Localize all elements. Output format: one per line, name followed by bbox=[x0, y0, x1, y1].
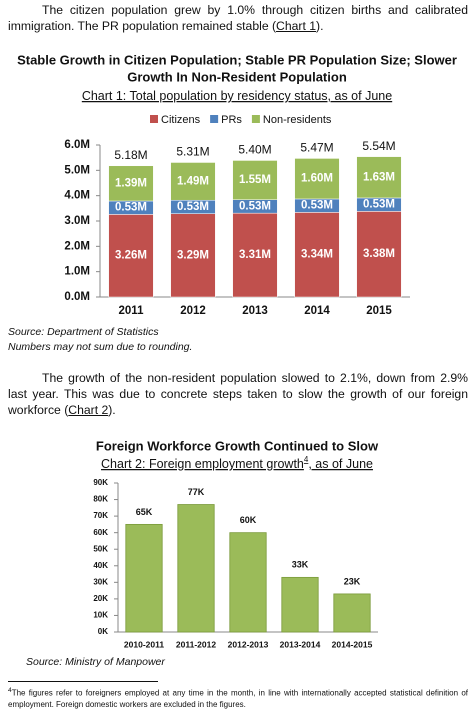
y-tick-label: 80K bbox=[93, 495, 108, 504]
bar bbox=[125, 523, 163, 633]
subtitle-text: Chart 1: Total population by residency s… bbox=[82, 89, 392, 103]
x-tick-label: 2015 bbox=[366, 305, 392, 317]
x-tick-label: 2014 bbox=[304, 305, 330, 317]
value-label: 3.29M bbox=[177, 249, 209, 261]
value-label: 65K bbox=[136, 507, 153, 517]
value-label: 3.38M bbox=[363, 248, 395, 260]
chart-subtitle: Chart 1: Total population by residency s… bbox=[82, 89, 392, 103]
legend-swatch bbox=[150, 115, 158, 123]
bar-segment bbox=[356, 156, 402, 199]
source: Source: Department of Statistics bbox=[8, 326, 159, 338]
y-tick-label: 40K bbox=[93, 561, 108, 570]
bar-segment bbox=[294, 212, 340, 298]
value-label: 0.53M bbox=[239, 200, 271, 212]
value-label: 33K bbox=[292, 560, 309, 570]
bar-segment bbox=[232, 212, 278, 298]
y-tick-label: 20K bbox=[93, 594, 108, 603]
x-tick-label: 2011-2012 bbox=[176, 639, 216, 649]
total-label: 5.54M bbox=[362, 139, 395, 153]
value-label: 60K bbox=[240, 515, 257, 525]
legend-label: PRs bbox=[221, 114, 242, 126]
paragraph: The growth of the non-resident populatio… bbox=[8, 370, 468, 418]
chart-title: Growth In Non-Resident Population bbox=[127, 69, 347, 84]
legend-label: Citizens bbox=[161, 114, 201, 126]
bar-segment bbox=[294, 158, 340, 200]
x-tick-label: 2012 bbox=[180, 305, 206, 317]
footnote: 4The figures refer to foreigners employe… bbox=[8, 685, 468, 710]
subtitle-text: Chart 2: Foreign employment growth bbox=[101, 457, 304, 471]
footnote-text: The figures refer to foreigners employed… bbox=[8, 688, 468, 709]
footnote-ref: 4 bbox=[304, 455, 309, 464]
total-label: 5.47M bbox=[300, 141, 333, 155]
value-label: 77K bbox=[188, 487, 205, 497]
text: ). bbox=[108, 403, 116, 417]
legend-swatch bbox=[210, 115, 219, 123]
subtitle-text: , as of June bbox=[308, 457, 373, 471]
y-tick-label: 5.0M bbox=[64, 164, 90, 176]
value-label: 3.31M bbox=[239, 249, 271, 261]
total-label: 5.40M bbox=[238, 142, 271, 156]
y-tick-label: 2.0M bbox=[64, 240, 90, 252]
x-tick-label: 2013 bbox=[242, 305, 268, 317]
bar bbox=[333, 593, 371, 633]
y-tick-label: 6.0M bbox=[64, 139, 90, 151]
value-label: 0.53M bbox=[363, 199, 395, 211]
bar-segment bbox=[108, 165, 154, 202]
value-label: 1.60M bbox=[301, 173, 333, 185]
y-tick-label: 60K bbox=[93, 528, 108, 537]
x-tick-label: 2011 bbox=[119, 305, 145, 317]
footnote-rule bbox=[8, 681, 158, 682]
value-label: 1.63M bbox=[363, 171, 395, 183]
chart-title: Stable Growth in Citizen Population; Sta… bbox=[17, 52, 457, 67]
y-tick-label: 4.0M bbox=[64, 190, 90, 202]
value-label: 23K bbox=[344, 576, 361, 586]
total-label: 5.31M bbox=[176, 145, 209, 159]
bar-segment bbox=[108, 214, 154, 298]
x-tick-label: 2010-2011 bbox=[124, 639, 164, 649]
x-tick-label: 2014-2015 bbox=[332, 639, 373, 649]
value-label: 1.39M bbox=[115, 177, 147, 189]
text: ). bbox=[316, 19, 324, 33]
x-tick-label: 2013-2014 bbox=[280, 639, 321, 649]
chart-link[interactable]: Chart 1 bbox=[276, 19, 317, 33]
value-label: 1.49M bbox=[177, 175, 209, 187]
bar-segment bbox=[232, 160, 278, 200]
y-tick-label: 0K bbox=[98, 627, 108, 636]
bar-segment bbox=[356, 211, 402, 298]
text: The growth of the non-resident populatio… bbox=[8, 371, 468, 417]
bar bbox=[229, 532, 267, 633]
bar bbox=[281, 576, 319, 633]
y-tick-label: 70K bbox=[93, 511, 108, 520]
chart-subtitle: Chart 2: Foreign employment growth4, as … bbox=[101, 455, 373, 471]
paragraph: The citizen population grew by 1.0% thro… bbox=[8, 2, 468, 34]
total-label: 5.18M bbox=[114, 148, 147, 162]
y-tick-label: 0.0M bbox=[64, 291, 90, 303]
legend-swatch bbox=[251, 115, 260, 123]
value-label: 0.53M bbox=[115, 202, 147, 214]
y-tick-label: 50K bbox=[93, 544, 108, 553]
bar bbox=[177, 504, 215, 633]
x-tick-label: 2012-2013 bbox=[228, 639, 269, 649]
value-label: 0.53M bbox=[301, 200, 333, 212]
y-tick-label: 90K bbox=[93, 478, 108, 487]
y-tick-label: 3.0M bbox=[64, 215, 90, 227]
y-tick-label: 1.0M bbox=[64, 266, 90, 278]
source: Source: Ministry of Manpower bbox=[26, 656, 165, 668]
value-label: 3.26M bbox=[115, 250, 147, 262]
footnote-marker: 4 bbox=[8, 687, 12, 694]
value-label: 1.55M bbox=[239, 174, 271, 186]
text: The citizen population grew by 1.0% thro… bbox=[8, 3, 468, 33]
value-label: 0.53M bbox=[177, 201, 209, 213]
chart-title: Foreign Workforce Growth Continued to Sl… bbox=[96, 438, 379, 453]
value-label: 3.34M bbox=[301, 249, 333, 261]
bar-segment bbox=[170, 162, 216, 201]
note: Numbers may not sum due to rounding. bbox=[8, 341, 193, 353]
legend-label: Non-residents bbox=[263, 114, 332, 126]
chart-link[interactable]: Chart 2 bbox=[68, 403, 109, 417]
y-tick-label: 30K bbox=[93, 577, 108, 586]
y-tick-label: 10K bbox=[93, 611, 108, 620]
